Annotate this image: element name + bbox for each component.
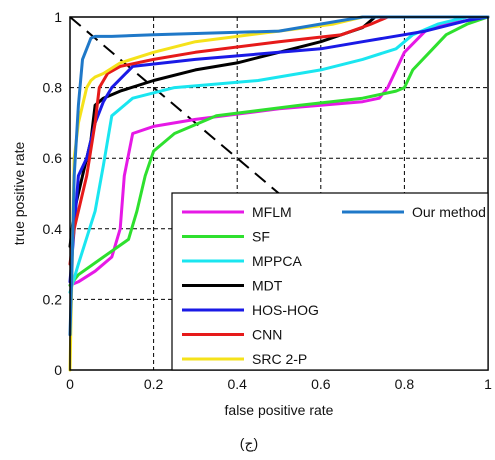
x-axis-label: false positive rate bbox=[225, 402, 334, 418]
x-tick-label: 0.4 bbox=[227, 376, 247, 392]
legend-label-sf: SF bbox=[252, 229, 270, 245]
legend-label-mflm: MFLM bbox=[252, 204, 292, 220]
series-line-cnn bbox=[68, 15, 490, 266]
y-tick-label: 0.8 bbox=[43, 80, 63, 96]
y-axis-label: true positive rate bbox=[11, 142, 27, 246]
x-tick-label: 1 bbox=[484, 376, 492, 392]
legend: MFLM SF MPPCA MDT HOS-HOG CNN SRC 2-P Our metho… bbox=[171, 192, 489, 371]
legend-box bbox=[171, 192, 489, 371]
x-tick-label: 0 bbox=[66, 376, 74, 392]
y-tick-label: 0.4 bbox=[43, 221, 63, 237]
x-tick-label: 0.2 bbox=[144, 376, 164, 392]
legend-label-mdt: MDT bbox=[252, 278, 283, 294]
x-tick-label: 0.8 bbox=[395, 376, 415, 392]
ticks: 0 0.2 0.4 0.6 0.8 1 0 0.2 0.4 0.6 0.8 1 bbox=[43, 9, 493, 392]
legend-label-cnn: CNN bbox=[252, 327, 282, 343]
legend-label-src-2-p: SRC 2-P bbox=[252, 351, 307, 367]
y-tick-label: 0.2 bbox=[43, 291, 63, 307]
y-tick-label: 1 bbox=[54, 9, 62, 25]
y-tick-label: 0.6 bbox=[43, 150, 63, 166]
y-tick-label: 0 bbox=[54, 362, 62, 378]
series-line-sf bbox=[68, 15, 490, 287]
figure-caption: (ج) bbox=[240, 435, 258, 452]
legend-label-our-method: Our method bbox=[412, 204, 486, 220]
x-tick-label: 0.6 bbox=[311, 376, 331, 392]
series-line-hos-hog bbox=[68, 15, 490, 284]
legend-label-hos-hog: HOS-HOG bbox=[252, 302, 319, 318]
series-line-mppca bbox=[68, 15, 490, 294]
legend-label-mppca: MPPCA bbox=[252, 253, 302, 269]
